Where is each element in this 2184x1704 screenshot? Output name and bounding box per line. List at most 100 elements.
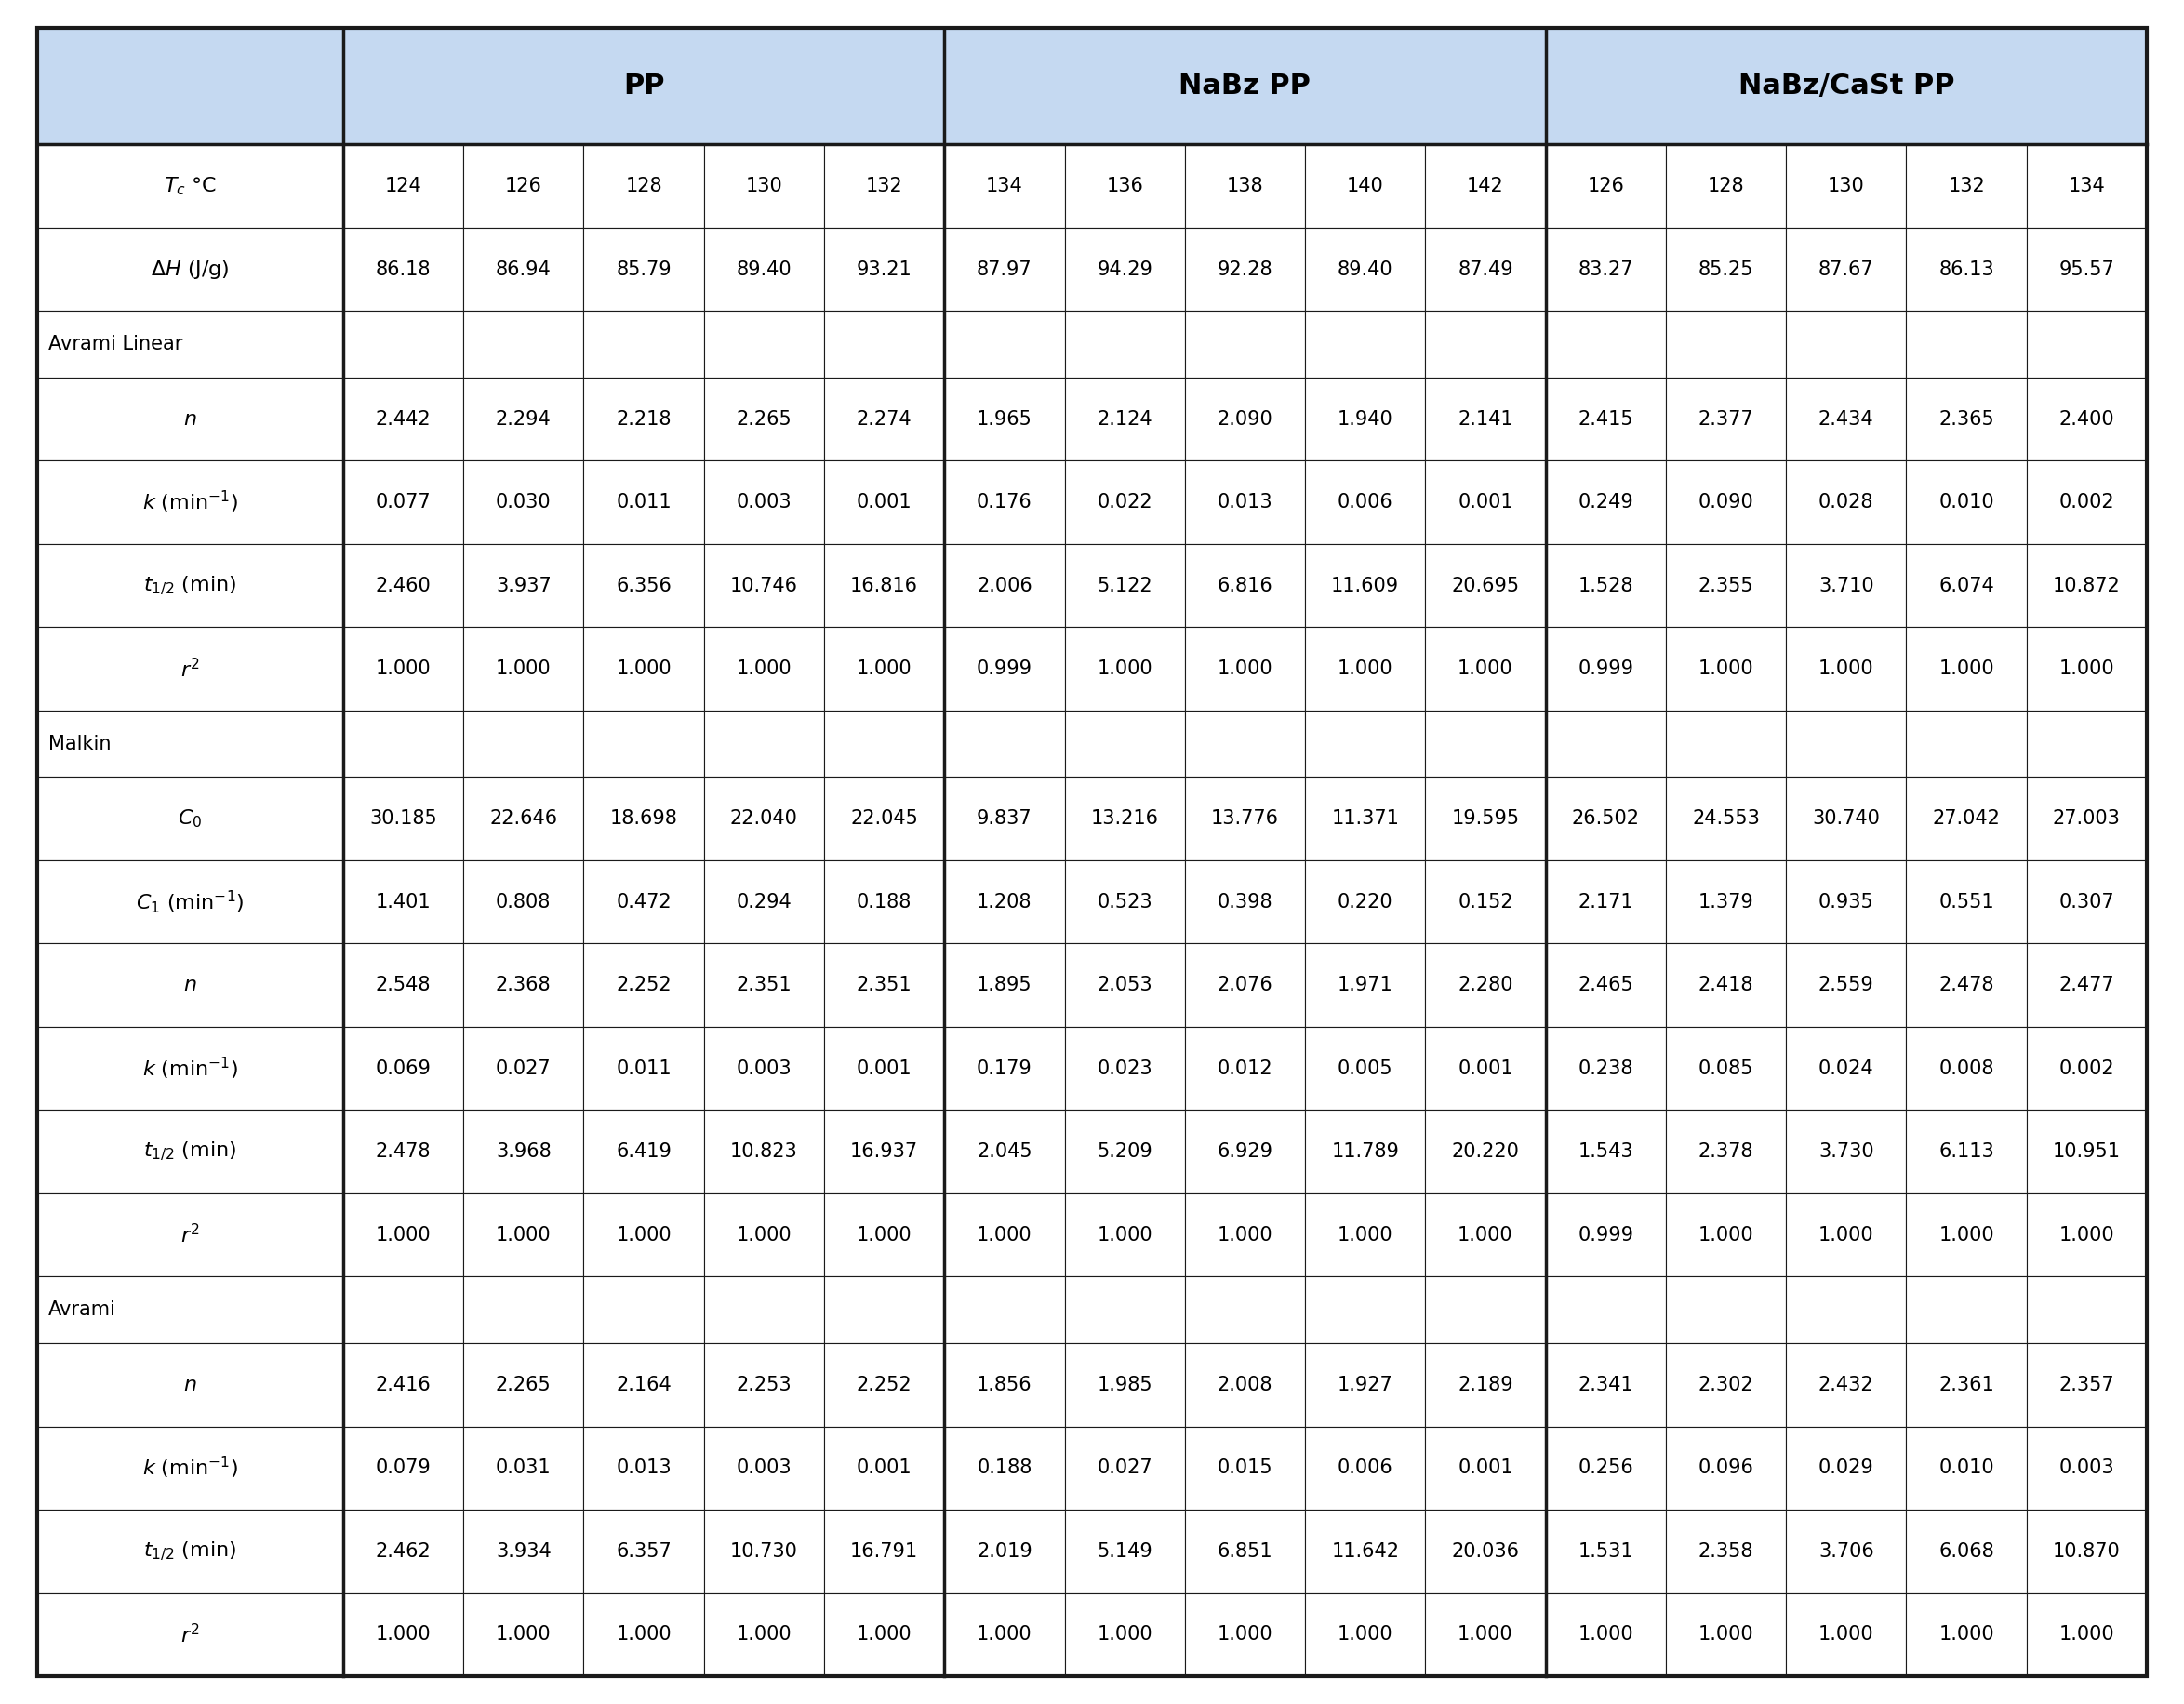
Bar <box>703 1109 823 1193</box>
Text: 10.870: 10.870 <box>2053 1542 2121 1561</box>
Text: 2.351: 2.351 <box>856 976 913 995</box>
Text: 1.000: 1.000 <box>1699 1626 1754 1644</box>
Bar <box>823 1426 943 1510</box>
Text: 1.000: 1.000 <box>736 659 791 678</box>
Bar <box>1426 777 1546 861</box>
Text: 2.280: 2.280 <box>1457 976 1514 995</box>
Text: 1.000: 1.000 <box>1457 659 1514 678</box>
Bar <box>463 1426 583 1510</box>
Text: 2.465: 2.465 <box>1577 976 1634 995</box>
Bar <box>823 861 943 944</box>
Bar <box>1426 944 1546 1028</box>
Bar <box>943 944 1064 1028</box>
Bar <box>1064 711 1186 777</box>
Bar <box>1064 1028 1186 1109</box>
Text: 1.000: 1.000 <box>1216 1225 1273 1244</box>
Text: 2.548: 2.548 <box>376 976 430 995</box>
Text: 10.823: 10.823 <box>729 1142 797 1160</box>
Text: 93.21: 93.21 <box>856 261 913 279</box>
Bar <box>1787 310 1907 378</box>
Text: 0.220: 0.220 <box>1337 893 1393 912</box>
Bar <box>463 944 583 1028</box>
Text: Avrami: Avrami <box>48 1300 116 1319</box>
Bar <box>943 1343 1064 1426</box>
Bar <box>1907 1193 2027 1276</box>
Bar <box>37 861 343 944</box>
Text: 2.252: 2.252 <box>616 976 670 995</box>
Bar <box>1546 27 2147 145</box>
Text: 1.000: 1.000 <box>1337 1626 1393 1644</box>
Bar <box>1426 861 1546 944</box>
Text: 10.872: 10.872 <box>2053 576 2121 595</box>
Bar <box>1546 1193 1666 1276</box>
Text: 0.999: 0.999 <box>976 659 1033 678</box>
Text: 86.94: 86.94 <box>496 261 550 279</box>
Bar <box>1907 1276 2027 1343</box>
Bar <box>583 378 703 460</box>
Bar <box>703 711 823 777</box>
Text: 2.053: 2.053 <box>1096 976 1153 995</box>
Bar <box>343 544 463 627</box>
Text: 0.238: 0.238 <box>1579 1060 1634 1077</box>
Text: 2.358: 2.358 <box>1699 1542 1754 1561</box>
Bar <box>37 1593 343 1677</box>
Bar <box>823 378 943 460</box>
Bar <box>823 1510 943 1593</box>
Bar <box>1546 1109 1666 1193</box>
Bar <box>1907 777 2027 861</box>
Text: 18.698: 18.698 <box>609 809 677 828</box>
Text: Avrami Linear: Avrami Linear <box>48 336 183 353</box>
Bar <box>463 1510 583 1593</box>
Text: 2.141: 2.141 <box>1457 411 1514 428</box>
Text: 1.000: 1.000 <box>1939 1225 1994 1244</box>
Bar <box>2027 378 2147 460</box>
Text: 0.001: 0.001 <box>1457 1459 1514 1477</box>
Bar <box>1666 944 1787 1028</box>
Bar <box>1306 1276 1426 1343</box>
Bar <box>1426 378 1546 460</box>
Bar <box>1426 1593 1546 1677</box>
Text: NaBz/CaSt PP: NaBz/CaSt PP <box>1738 73 1955 99</box>
Text: 0.012: 0.012 <box>1216 1060 1273 1077</box>
Bar <box>1787 1593 1907 1677</box>
Text: 2.124: 2.124 <box>1096 411 1153 428</box>
Text: 2.378: 2.378 <box>1699 1142 1754 1160</box>
Text: 2.006: 2.006 <box>976 576 1033 595</box>
Bar <box>943 145 1064 228</box>
Bar <box>343 627 463 711</box>
Bar <box>1186 944 1306 1028</box>
Bar <box>1907 861 2027 944</box>
Text: 2.090: 2.090 <box>1216 411 1273 428</box>
Text: 0.001: 0.001 <box>856 1060 913 1077</box>
Bar <box>583 1593 703 1677</box>
Text: 11.789: 11.789 <box>1332 1142 1400 1160</box>
Bar <box>1426 1028 1546 1109</box>
Text: 27.003: 27.003 <box>2053 809 2121 828</box>
Text: $C_0$: $C_0$ <box>177 808 203 830</box>
Bar <box>37 1109 343 1193</box>
Bar <box>463 460 583 544</box>
Text: 0.023: 0.023 <box>1096 1060 1153 1077</box>
Bar <box>1787 460 1907 544</box>
Bar <box>583 145 703 228</box>
Bar <box>703 1426 823 1510</box>
Text: 2.294: 2.294 <box>496 411 550 428</box>
Text: 1.895: 1.895 <box>976 976 1033 995</box>
Bar <box>1546 1276 1666 1343</box>
Text: 6.357: 6.357 <box>616 1542 670 1561</box>
Text: 0.188: 0.188 <box>976 1459 1033 1477</box>
Bar <box>37 460 343 544</box>
Text: 134: 134 <box>985 177 1022 196</box>
Bar <box>583 310 703 378</box>
Bar <box>1666 1343 1787 1426</box>
Text: 0.029: 0.029 <box>1819 1459 1874 1477</box>
Bar <box>1426 627 1546 711</box>
Bar <box>1787 1426 1907 1510</box>
Bar <box>2027 627 2147 711</box>
Text: 132: 132 <box>1948 177 1985 196</box>
Text: 128: 128 <box>1708 177 1745 196</box>
Text: 0.808: 0.808 <box>496 893 550 912</box>
Bar <box>703 944 823 1028</box>
Bar <box>1787 1510 1907 1593</box>
Bar <box>2027 1193 2147 1276</box>
